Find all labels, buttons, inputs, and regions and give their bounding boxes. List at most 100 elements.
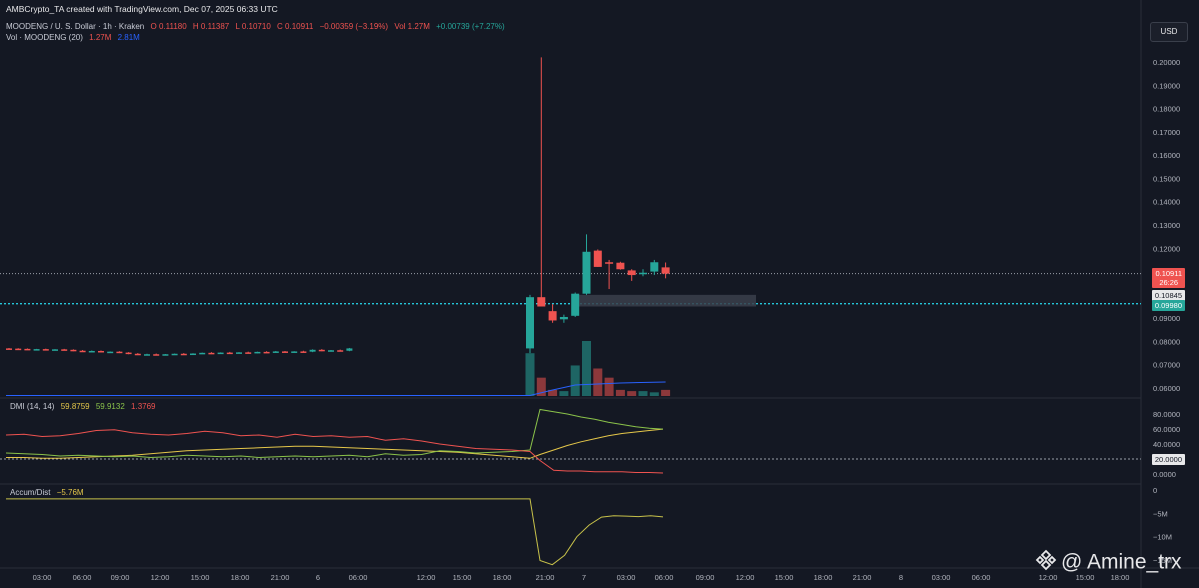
candle-body [650,262,659,272]
candle-body [217,352,224,355]
ad-tick-label: −10M [1153,533,1172,542]
time-tick-label: 21:00 [271,573,290,582]
time-tick-label: 18:00 [1111,573,1130,582]
candle-body [661,267,670,274]
candle-body [300,351,307,353]
accum-dist-legend: Accum/Dist −5.76M [10,488,88,497]
last-price-label: 0.10911 26:26 [1152,268,1185,288]
candle-body [6,348,12,350]
countdown-value: 26:26 [1159,278,1179,287]
time-tick-label: 06:00 [349,573,368,582]
symbol-label[interactable]: MOODENG / U. S. Dollar · 1h · Kraken [6,22,145,31]
time-tick-label: 18:00 [493,573,512,582]
price-tick-label: 0.07000 [1153,361,1180,370]
time-tick-label: 21:00 [536,573,555,582]
chart-title: AMBCrypto_TA created with TradingView.co… [6,4,278,14]
volume-value-1: 1.27M [89,33,112,42]
dmi-label[interactable]: DMI (14, 14) [10,402,55,411]
volume-bar [604,377,614,396]
candle-body [98,350,104,353]
candle-body [282,351,288,353]
time-tick-label: 15:00 [1076,573,1095,582]
candle-body [337,350,344,352]
candle-body [15,348,22,351]
support-zone [577,294,756,307]
candle-body [537,297,546,307]
high-value: H 0.11387 [192,22,230,31]
time-tick-label: 12:00 [736,573,755,582]
candle-body [593,250,602,267]
candle-body [346,348,353,351]
main-legend: MOODENG / U. S. Dollar · 1h · Kraken O 0… [6,22,509,31]
price-tick-label: 0.06000 [1153,384,1180,393]
time-tick-label: 8 [899,573,903,582]
volume-label[interactable]: Vol · MOODENG (20) [6,33,83,42]
candle-body [88,350,95,353]
volume-bar [627,391,637,396]
dmi-tick-label: 0.0000 [1153,470,1176,479]
candle-body [153,354,160,356]
adx-line [6,428,664,459]
volume-change-value: +0.00739 (+7.27%) [436,22,505,31]
volume-bar [548,389,558,396]
volume-bar [570,365,580,396]
watermark: @ Amine_trx [1035,549,1182,577]
candle-body [134,353,141,356]
candle-body [180,353,187,356]
volume-ma-line [6,381,666,396]
time-tick-label: 15:00 [775,573,794,582]
ad-tick-label: −5M [1153,509,1168,518]
candle-body [70,349,77,352]
time-tick-label: 06:00 [73,573,92,582]
candle-body [61,349,68,351]
candle-body [245,352,252,354]
candle-body [548,311,557,321]
volume-bar [649,392,659,396]
candle-body [144,354,150,356]
candle-body [226,352,233,355]
volume-bar [582,341,591,396]
candle-body [171,353,178,356]
accum-dist-label[interactable]: Accum/Dist [10,488,51,497]
ad-tick-label: 0 [1153,486,1157,495]
candle-body [272,351,279,353]
time-tick-label: 09:00 [696,573,715,582]
candle-body [162,354,169,356]
low-value: L 0.10710 [235,22,271,31]
currency-button[interactable]: USD [1150,22,1188,42]
binance-logo-icon [1035,549,1057,577]
candle-body [291,351,298,353]
level2-label: 0.09980 [1151,300,1185,311]
time-tick-label: 06:00 [972,573,991,582]
dmi-level-label: 20.0000 [1151,454,1185,465]
time-tick-label: 18:00 [814,573,833,582]
candle-body [318,349,325,352]
candle-body [263,351,270,354]
price-tick-label: 0.17000 [1153,128,1180,137]
price-tick-label: 0.15000 [1153,174,1180,183]
time-tick-label: 15:00 [191,573,210,582]
price-tick-label: 0.16000 [1153,151,1180,160]
time-tick-label: 12:00 [417,573,436,582]
watermark-text: @ Amine_trx [1061,550,1182,574]
time-tick-label: 15:00 [453,573,472,582]
candle-body [42,349,49,351]
candle-body [309,349,316,352]
time-tick-label: 18:00 [231,573,250,582]
ad-tick-label: −15M [1153,556,1172,565]
candle-body [328,350,334,352]
volume-ma-value: 2.81M [117,33,140,42]
level1-label: 0.10845 [1151,290,1185,301]
price-tick-label: 0.12000 [1153,244,1180,253]
candle-body [199,352,206,355]
candle-body [125,352,132,355]
price-tick-label: 0.09000 [1153,314,1180,323]
candle-body [24,348,31,351]
accum-dist-value: −5.76M [56,488,84,497]
accum-dist-line [6,498,664,566]
candle-body [559,316,568,320]
price-tick-label: 0.13000 [1153,221,1180,230]
candle-body [33,349,40,351]
time-tick-label: 12:00 [1039,573,1058,582]
